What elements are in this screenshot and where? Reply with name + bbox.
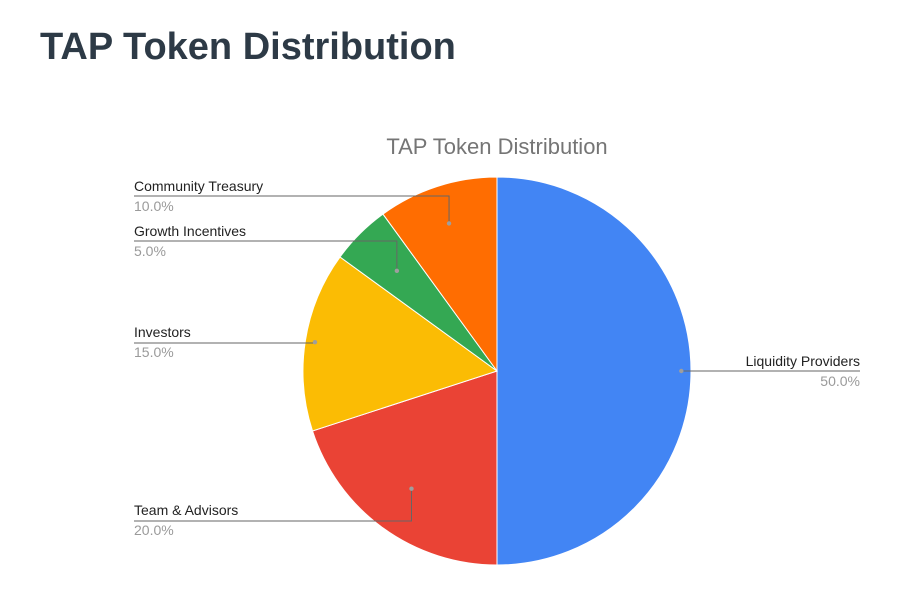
callout-line-investors (134, 342, 316, 344)
pie-slice-team-and-advisors (311, 370, 498, 566)
slice-percent-team-and-advisors: 20.0% (134, 522, 174, 538)
callout-dot-growth-incentives (394, 268, 400, 274)
slice-percent-community-treasury: 10.0% (134, 198, 174, 214)
page-heading: TAP Token Distribution (40, 26, 456, 68)
callout-dot-investors (312, 339, 318, 345)
pie-callouts: Liquidity Providers 50.0% Team & Advisors 2… (134, 178, 860, 538)
callout-dot-community-treasury (446, 221, 452, 226)
pie-slice-community-treasury (382, 176, 498, 373)
callout-line-growth-incentives (134, 240, 398, 271)
callout-dot-team-and-advisors (409, 486, 414, 491)
slice-label-community-treasury: Community Treasury (134, 178, 263, 194)
pie-slice-investors (302, 256, 499, 432)
slice-percent-liquidity-providers: 50.0% (820, 373, 860, 389)
callout-dot-liquidity-providers (679, 368, 684, 374)
callout-line-community-treasury (134, 195, 450, 224)
chart-title: TAP Token Distribution (386, 134, 607, 159)
slice-percent-growth-incentives: 5.0% (134, 243, 166, 259)
pie-slice-liquidity-providers (496, 176, 692, 566)
slice-label-liquidity-providers: Liquidity Providers (746, 353, 860, 369)
callout-line-team-and-advisors (134, 488, 412, 522)
slice-label-team-and-advisors: Team & Advisors (134, 502, 238, 518)
slice-percent-investors: 15.0% (134, 344, 174, 360)
pie-slices (302, 176, 692, 566)
slice-label-investors: Investors (134, 324, 191, 340)
slice-label-growth-incentives: Growth Incentives (134, 223, 246, 239)
